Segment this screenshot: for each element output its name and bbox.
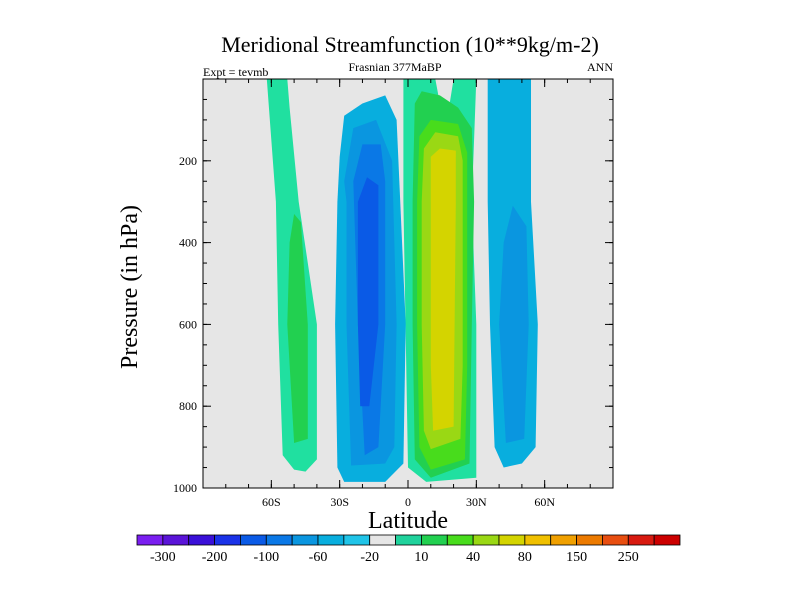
colorbar-label: -300 <box>150 550 176 565</box>
contour-region <box>287 214 308 443</box>
colorbar: -300 -200 -100 -60 -20 10 40 80 150 250 <box>136 534 681 565</box>
contour-region <box>430 148 456 431</box>
contour-region <box>357 177 379 407</box>
y-tick-label: 1000 <box>173 481 197 495</box>
plot-area: 60S 30S 0 30N 60N 200 400 600 800 1000 <box>173 78 614 509</box>
contour-region <box>499 205 529 443</box>
colorbar-swatch <box>395 534 422 546</box>
left-string: Expt = tevmb <box>203 65 268 79</box>
y-tick-label: 400 <box>179 236 197 250</box>
colorbar-swatch <box>653 534 681 546</box>
colorbar-swatch <box>240 534 267 546</box>
colorbar-swatch <box>136 534 164 546</box>
contour-regions <box>266 79 538 482</box>
colorbar-label: 250 <box>618 550 639 565</box>
colorbar-label: -100 <box>253 550 279 565</box>
colorbar-swatch <box>291 534 319 546</box>
y-axis-label: Pressure (in hPa) <box>117 205 143 369</box>
colorbar-label: 40 <box>466 550 480 565</box>
colorbar-swatch <box>550 534 577 546</box>
x-tick-label: 30N <box>466 495 487 509</box>
colorbar-swatch <box>421 534 448 546</box>
colorbar-swatch <box>369 534 396 546</box>
colorbar-swatch <box>524 534 552 546</box>
colorbar-label: -60 <box>309 550 328 565</box>
colorbar-label: 150 <box>566 550 587 565</box>
colorbar-swatch <box>627 534 655 546</box>
center-string: Frasnian 377MaBP <box>349 60 442 74</box>
colorbar-swatch <box>265 534 293 546</box>
x-tick-label: 60N <box>534 495 555 509</box>
x-axis-label: Latitude <box>368 508 448 534</box>
colorbar-swatch <box>498 534 526 546</box>
colorbar-swatch <box>188 534 215 546</box>
colorbar-label: -20 <box>360 550 379 565</box>
x-tick-label: 0 <box>405 495 411 509</box>
colorbar-label: 80 <box>518 550 532 565</box>
right-string: ANN <box>587 60 613 74</box>
colorbar-swatch <box>343 534 371 546</box>
colorbar-swatch <box>162 534 190 546</box>
colorbar-swatch <box>214 534 241 546</box>
colorbar-label: -200 <box>202 550 228 565</box>
y-tick-label: 200 <box>179 154 197 168</box>
chart-title: Meridional Streamfunction (10**9kg/m-2) <box>221 32 599 57</box>
colorbar-swatch <box>576 534 603 546</box>
y-tick-label: 600 <box>179 317 197 331</box>
colorbar-swatch <box>317 534 345 546</box>
colorbar-swatch <box>446 534 474 546</box>
x-tick-label: 60S <box>262 495 281 509</box>
colorbar-label: 10 <box>414 550 428 565</box>
colorbar-swatch <box>472 534 500 546</box>
x-tick-label: 30S <box>330 495 349 509</box>
colorbar-swatch <box>602 534 629 546</box>
y-tick-label: 800 <box>179 399 197 413</box>
